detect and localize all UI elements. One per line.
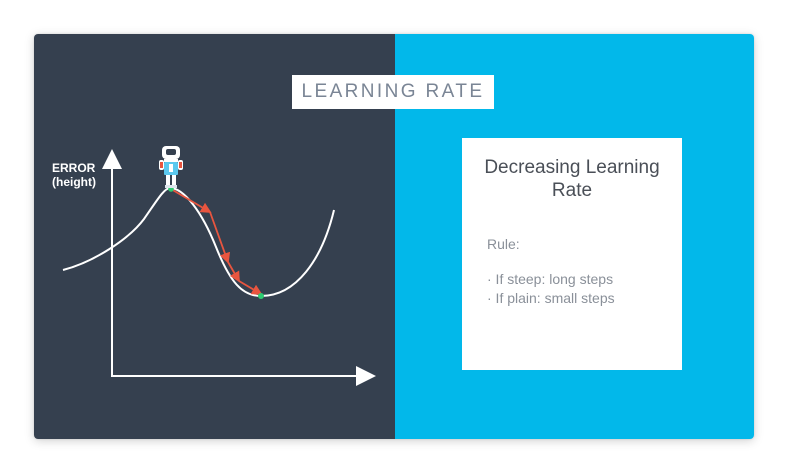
minimum-point: [258, 293, 264, 299]
rule-list: · If steep: long steps · If plain: small…: [487, 270, 666, 308]
slide: ERROR (height): [34, 34, 754, 439]
y-axis-label-line2: (height): [52, 175, 96, 189]
step-arrow-3: [227, 261, 240, 283]
rule-item-steep: · If steep: long steps: [487, 271, 614, 287]
slide-title: LEARNING RATE: [301, 81, 485, 102]
rule-item-plain: · If plain: small steps: [487, 290, 615, 306]
robot-icon: [159, 146, 183, 188]
step-arrow-4: [238, 280, 263, 295]
card-heading: Decreasing Learning Rate: [484, 157, 660, 201]
y-axis-label-line1: ERROR: [52, 161, 96, 175]
error-curve-diagram: [62, 146, 376, 386]
title-box: LEARNING RATE: [292, 75, 494, 109]
error-curve: [62, 186, 335, 298]
y-axis-label: ERROR (height): [52, 161, 116, 189]
step-arrow-1: [170, 188, 212, 213]
info-card: Decreasing Learning Rate Rule: · If stee…: [462, 138, 682, 370]
step-arrow-2: [209, 211, 231, 264]
rule-label: Rule:: [487, 236, 520, 252]
